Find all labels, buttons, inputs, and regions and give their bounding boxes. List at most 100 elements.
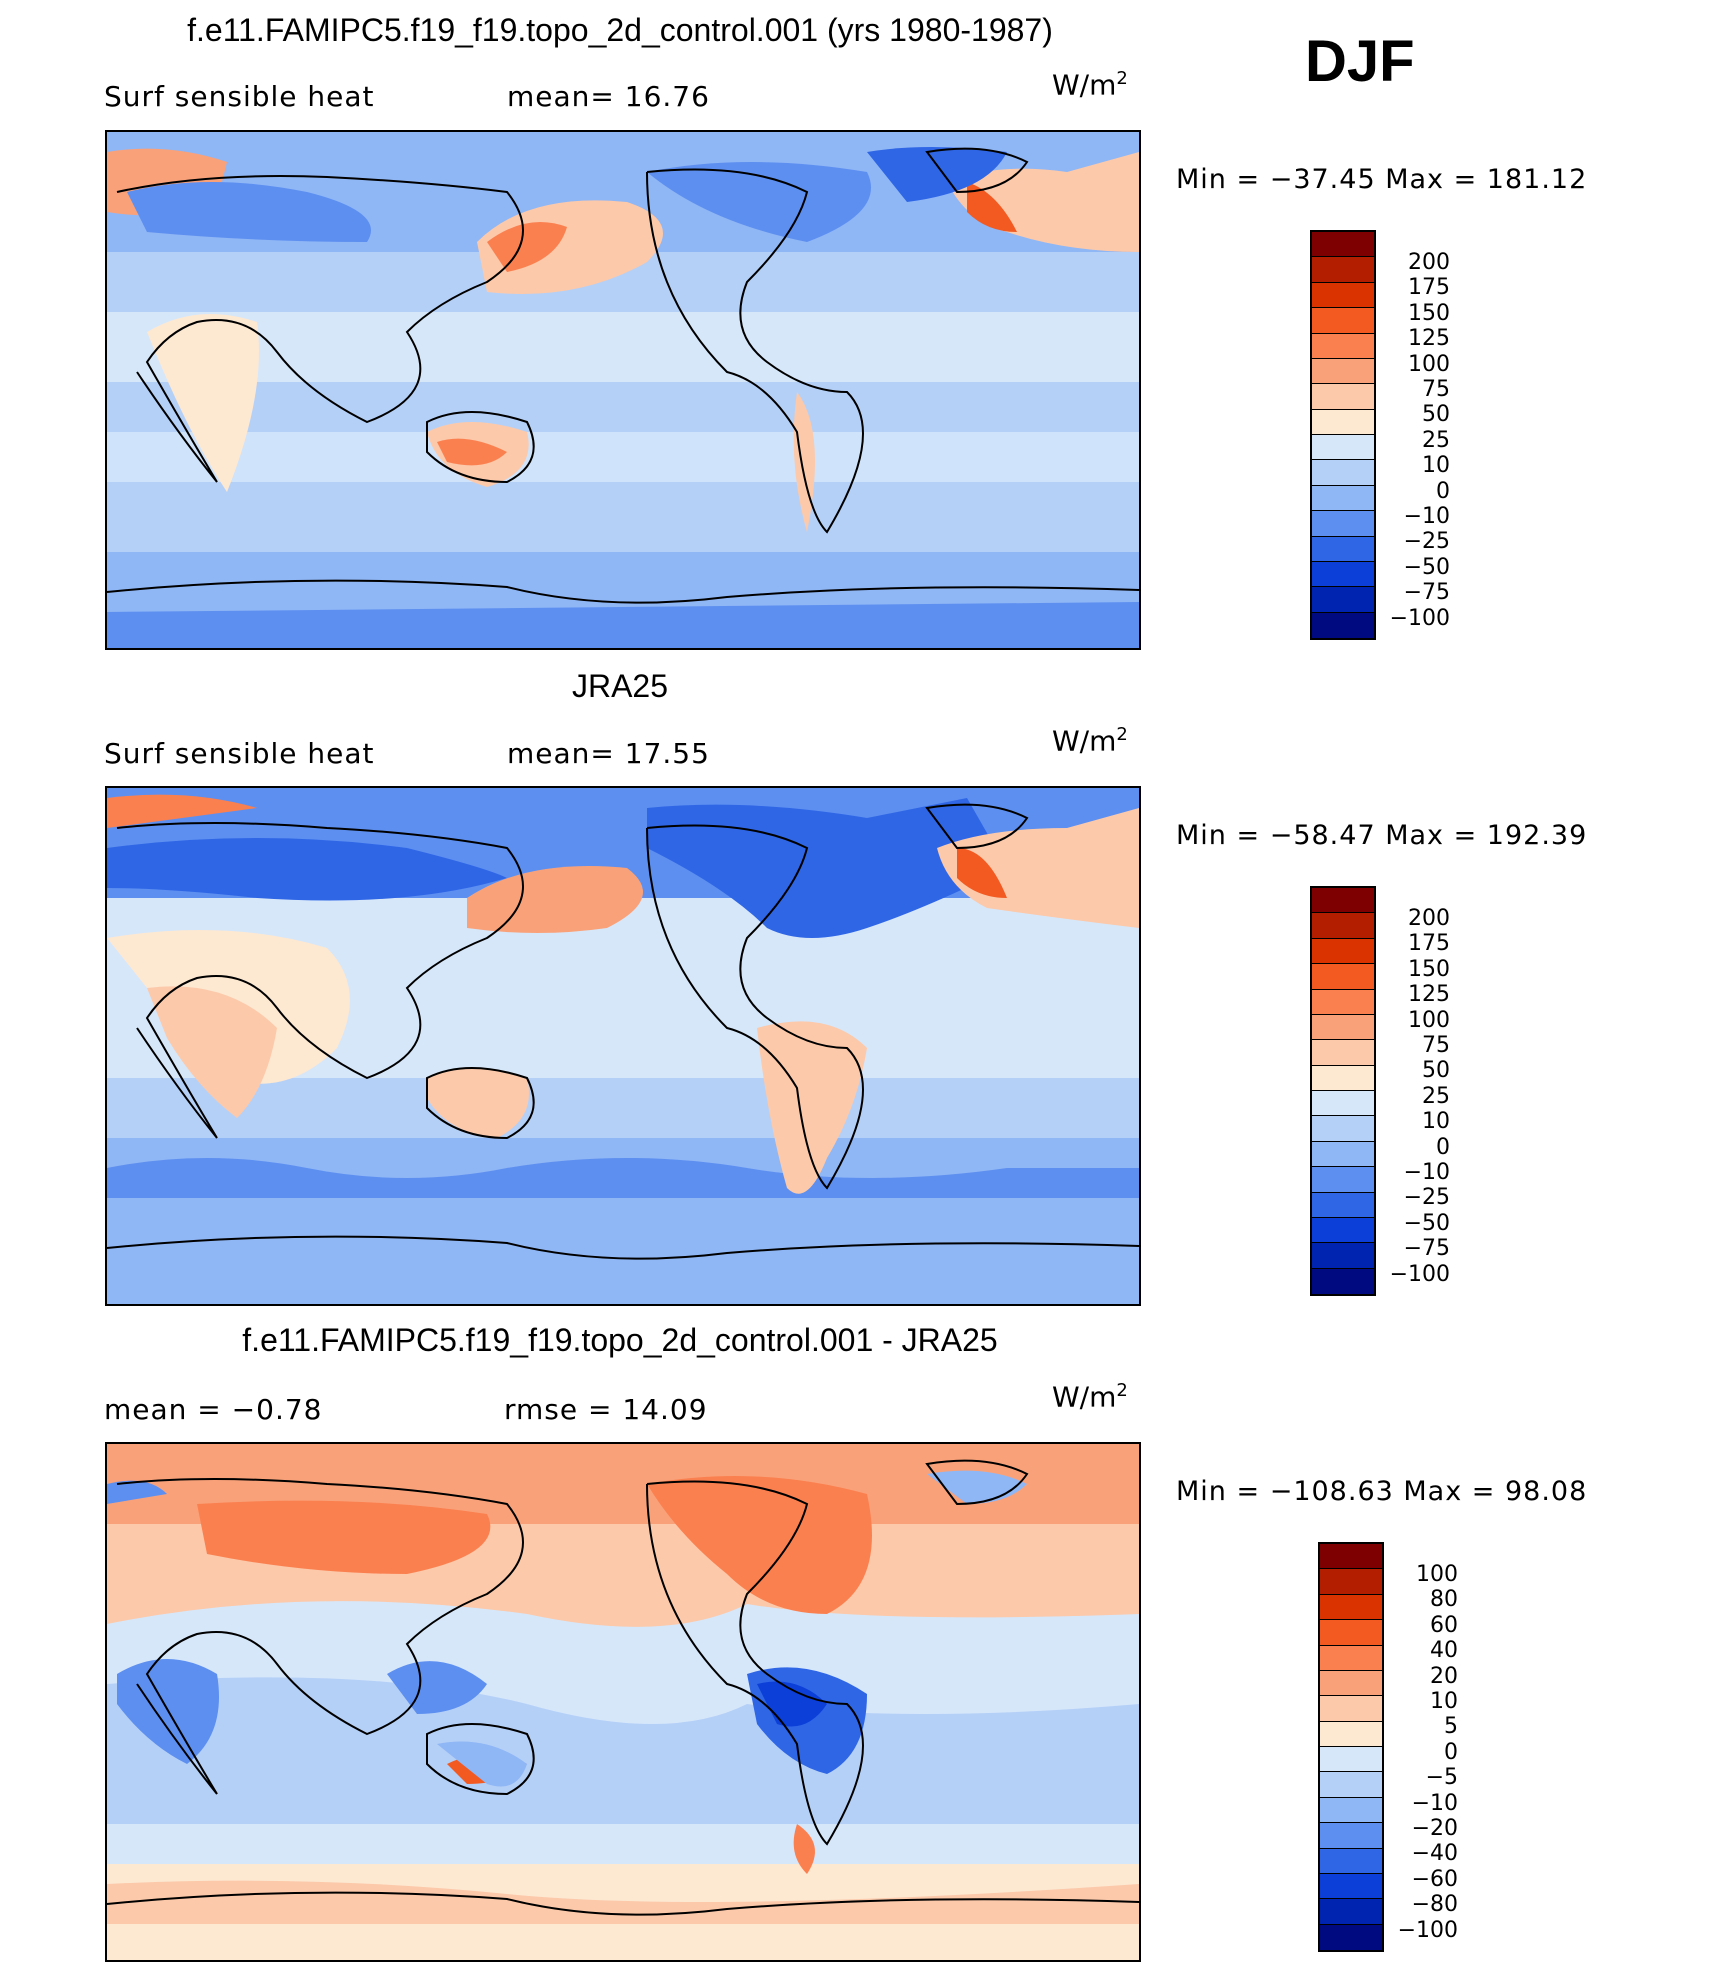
- panel-2-units: W/m2: [1052, 724, 1128, 758]
- colorbar-tick-label: −75: [1403, 1236, 1450, 1262]
- panel-3-units: W/m2: [1052, 1380, 1128, 1414]
- colorbar-tick-label: 175: [1408, 931, 1450, 957]
- colorbar-tick-label: 10: [1422, 453, 1450, 479]
- colorbar-swatch: [1312, 561, 1374, 588]
- colorbar-swatch: [1312, 384, 1374, 410]
- panel-1-mean-label: mean= 16.76: [507, 80, 710, 113]
- colorbar-tick-label: 80: [1430, 1587, 1458, 1613]
- colorbar-swatch: [1312, 1141, 1374, 1168]
- colorbar-swatch: [1312, 1167, 1374, 1193]
- panel-2-minmax: Min = −58.47 Max = 192.39: [1176, 820, 1588, 851]
- colorbar-swatch: [1312, 1091, 1374, 1117]
- colorbar-tick-label: 25: [1422, 1083, 1450, 1109]
- colorbar-swatch: [1312, 257, 1374, 283]
- colorbar-swatch: [1320, 1747, 1382, 1773]
- colorbar-swatch: [1320, 1620, 1382, 1646]
- colorbar-tick-label: −100: [1389, 605, 1450, 631]
- panel-2-title: JRA25: [571, 668, 669, 704]
- panel-2-colorbar: [1310, 886, 1376, 1296]
- colorbar-swatch: [1312, 511, 1374, 537]
- colorbar-swatch: [1312, 1217, 1374, 1244]
- colorbar-tick-label: −75: [1403, 580, 1450, 606]
- colorbar-swatch: [1320, 1670, 1382, 1697]
- colorbar-swatch: [1320, 1544, 1382, 1570]
- colorbar-swatch: [1312, 460, 1374, 486]
- panel-2-variable-label: Surf sensible heat: [104, 737, 375, 770]
- colorbar-tick-label: −50: [1403, 1210, 1450, 1236]
- colorbar-tick-label: 25: [1422, 427, 1450, 453]
- panel-1-colorbar: [1310, 230, 1376, 640]
- panel-3-mean-label: mean = −0.78: [104, 1393, 323, 1426]
- panel-2-map: [105, 786, 1141, 1306]
- colorbar-tick-label: 75: [1422, 1033, 1450, 1058]
- colorbar-tick-label: −25: [1403, 529, 1450, 555]
- colorbar-tick-label: −10: [1411, 1790, 1458, 1816]
- colorbar-swatch: [1312, 1014, 1374, 1041]
- colorbar-swatch: [1312, 1268, 1374, 1294]
- colorbar-swatch: [1320, 1772, 1382, 1798]
- colorbar-tick-label: 50: [1422, 402, 1450, 428]
- colorbar-swatch: [1312, 358, 1374, 385]
- colorbar-swatch: [1312, 989, 1374, 1015]
- colorbar-tick-label: 200: [1408, 906, 1450, 931]
- colorbar-tick-label: 40: [1430, 1638, 1458, 1664]
- colorbar-swatch: [1312, 1116, 1374, 1142]
- colorbar-cells: [1320, 1544, 1382, 1950]
- colorbar-tick-label: −100: [1389, 1261, 1450, 1287]
- colorbar-tick-label: 200: [1408, 250, 1450, 275]
- panel-3-minmax: Min = −108.63 Max = 98.08: [1176, 1476, 1588, 1507]
- colorbar-tick-label: −10: [1403, 504, 1450, 529]
- colorbar-tick-label: 10: [1422, 1109, 1450, 1135]
- colorbar-tick-label: −20: [1411, 1816, 1458, 1841]
- colorbar-tick-label: −60: [1411, 1866, 1458, 1892]
- colorbar-swatch: [1312, 1065, 1374, 1091]
- panel-1-minmax: Min = −37.45 Max = 181.12: [1176, 164, 1588, 195]
- colorbar-tick-label: −40: [1411, 1841, 1458, 1867]
- colorbar-swatch: [1312, 282, 1374, 309]
- colorbar-tick-label: 20: [1430, 1663, 1458, 1689]
- colorbar-tick-label: −10: [1403, 1160, 1450, 1185]
- colorbar-swatch: [1312, 913, 1374, 939]
- colorbar-swatch: [1320, 1797, 1382, 1824]
- colorbar-swatch: [1320, 1645, 1382, 1671]
- colorbar-swatch: [1312, 1243, 1374, 1269]
- panel-1-units: W/m2: [1052, 68, 1128, 102]
- colorbar-tick-label: 100: [1416, 1562, 1458, 1587]
- colorbar-tick-label: 150: [1408, 300, 1450, 326]
- colorbar-tick-label: 10: [1430, 1689, 1458, 1714]
- colorbar-tick-label: 50: [1422, 1058, 1450, 1084]
- colorbar-cells: [1312, 232, 1374, 638]
- colorbar-swatch: [1320, 1848, 1382, 1874]
- colorbar-tick-label: −50: [1403, 554, 1450, 580]
- colorbar-tick-label: −80: [1411, 1892, 1458, 1918]
- colorbar-swatch: [1312, 938, 1374, 965]
- colorbar-tick-label: −5: [1425, 1765, 1458, 1791]
- panel-1-variable-label: Surf sensible heat: [104, 80, 375, 113]
- panel-1-map: [105, 130, 1141, 650]
- colorbar-tick-label: −100: [1397, 1917, 1458, 1943]
- colorbar-swatch: [1312, 232, 1374, 258]
- colorbar-swatch: [1312, 587, 1374, 613]
- panel-3-colorbar: [1318, 1542, 1384, 1952]
- colorbar-tick-label: 5: [1444, 1714, 1458, 1740]
- colorbar-tick-label: 150: [1408, 956, 1450, 982]
- colorbar-swatch: [1320, 1594, 1382, 1621]
- colorbar-swatch: [1312, 888, 1374, 914]
- season-label: DJF: [1305, 29, 1415, 94]
- panel-1-title: f.e11.FAMIPC5.f19_f19.topo_2d_control.00…: [187, 12, 1053, 48]
- colorbar-tick-label: −25: [1403, 1185, 1450, 1211]
- colorbar-tick-label: 100: [1408, 351, 1450, 377]
- colorbar-tick-label: 0: [1436, 478, 1450, 504]
- colorbar-swatch: [1312, 612, 1374, 638]
- colorbar-swatch: [1312, 333, 1374, 359]
- colorbar-swatch: [1320, 1924, 1382, 1950]
- colorbar-swatch: [1320, 1721, 1382, 1747]
- colorbar-tick-label: 0: [1436, 1134, 1450, 1160]
- panel-3-map: [105, 1442, 1141, 1962]
- colorbar-swatch: [1320, 1569, 1382, 1595]
- colorbar-tick-label: 100: [1408, 1007, 1450, 1033]
- colorbar-swatch: [1320, 1899, 1382, 1925]
- colorbar-swatch: [1312, 964, 1374, 990]
- colorbar-swatch: [1312, 1040, 1374, 1066]
- colorbar-swatch: [1312, 435, 1374, 461]
